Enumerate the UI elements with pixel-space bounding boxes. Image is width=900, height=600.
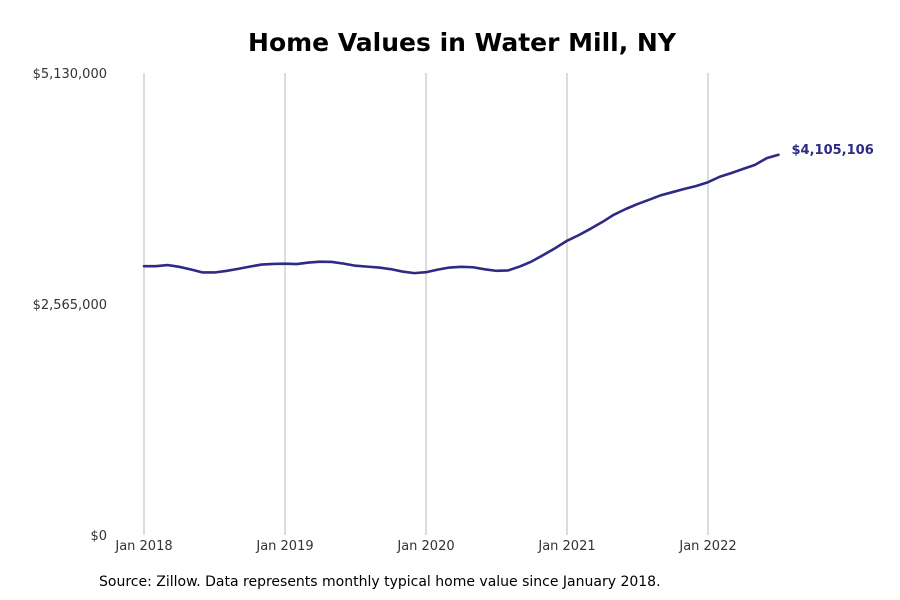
y-axis-ticks: $0 $2,565,000 $5,130,000 [33,67,107,544]
chart-title: Home Values in Water Mill, NY [248,28,676,57]
series-line [142,153,780,275]
source-note: Source: Zillow. Data represents monthly … [99,574,661,590]
x-tick-label: Jan 2019 [255,539,313,554]
x-tick-label: Jan 2022 [678,539,736,554]
x-tick-label: Jan 2021 [537,539,595,554]
y-tick-label: $5,130,000 [33,67,107,82]
y-tick-label: $0 [90,529,107,544]
x-tick-label: Jan 2018 [114,539,172,554]
series-layer: $4,105,106 [142,143,874,275]
x-tick-label: Jan 2020 [396,539,454,554]
end-value-label: $4,105,106 [792,143,874,158]
y-tick-label: $2,565,000 [33,298,107,313]
x-axis-ticks: Jan 2018 Jan 2019 Jan 2020 Jan 2021 Jan 2022 [114,539,736,554]
grid-lines [143,73,709,535]
